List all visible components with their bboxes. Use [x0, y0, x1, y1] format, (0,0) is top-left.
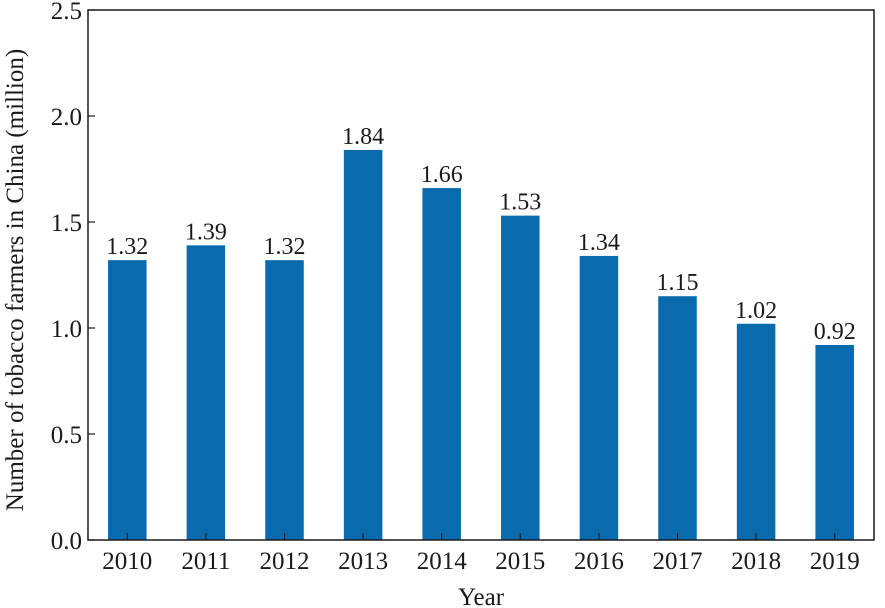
x-tick-label: 2015 [495, 548, 545, 575]
y-tick-label: 2.0 [51, 104, 82, 131]
bar-2011 [186, 245, 226, 540]
data-label-2016: 1.34 [578, 230, 620, 256]
data-label-2014: 1.66 [421, 162, 463, 188]
bar-2017 [658, 296, 697, 540]
data-label-2011: 1.39 [185, 219, 227, 245]
data-label-2013: 1.84 [342, 124, 384, 150]
bars-group [108, 149, 854, 541]
y-tick-label: 0.0 [51, 528, 82, 555]
data-label-2015: 1.53 [499, 190, 541, 216]
bar-2019 [815, 344, 854, 540]
x-axis-label: Year [458, 584, 505, 608]
y-axis-ticks: 0.0 0.5 1.0 1.5 2.0 2.5 [51, 0, 95, 555]
bar-2018 [736, 323, 776, 540]
bar-2014 [422, 188, 461, 540]
data-label-2017: 1.15 [657, 270, 699, 296]
y-tick-label: 1.0 [51, 316, 82, 343]
x-tick-label: 2012 [260, 548, 310, 575]
data-label-2010: 1.32 [106, 234, 148, 260]
x-tick-label: 2019 [810, 548, 860, 575]
data-labels-group: 1.32 1.39 1.32 1.84 1.66 1.53 1.34 1.15 1.02 0.92 [106, 124, 855, 345]
data-label-2012: 1.32 [264, 234, 306, 260]
x-tick-label: 2018 [731, 548, 781, 575]
data-label-2018: 1.02 [735, 298, 777, 324]
bar-2016 [579, 255, 619, 541]
bar-2012 [265, 260, 304, 540]
x-tick-label: 2013 [338, 548, 388, 575]
y-tick-label: 0.5 [51, 422, 82, 449]
y-axis-label: Number of tobacco farmers in China (mill… [2, 49, 29, 511]
plot-frame [87, 9, 875, 541]
data-label-2019: 0.92 [814, 319, 856, 345]
y-tick-label: 1.5 [51, 210, 82, 237]
bar-2010 [108, 260, 147, 540]
y-tick-label: 2.5 [51, 0, 82, 25]
x-tick-label: 2016 [574, 548, 624, 575]
x-axis-ticks: 2010 2011 2012 2013 2014 2015 2016 2017 2018 2019 [102, 533, 860, 575]
bar-2013 [343, 149, 383, 541]
x-tick-label: 2014 [417, 548, 468, 575]
x-tick-label: 2017 [653, 548, 703, 575]
x-tick-label: 2011 [181, 548, 230, 575]
x-tick-label: 2010 [102, 548, 152, 575]
bar-2015 [501, 215, 540, 540]
